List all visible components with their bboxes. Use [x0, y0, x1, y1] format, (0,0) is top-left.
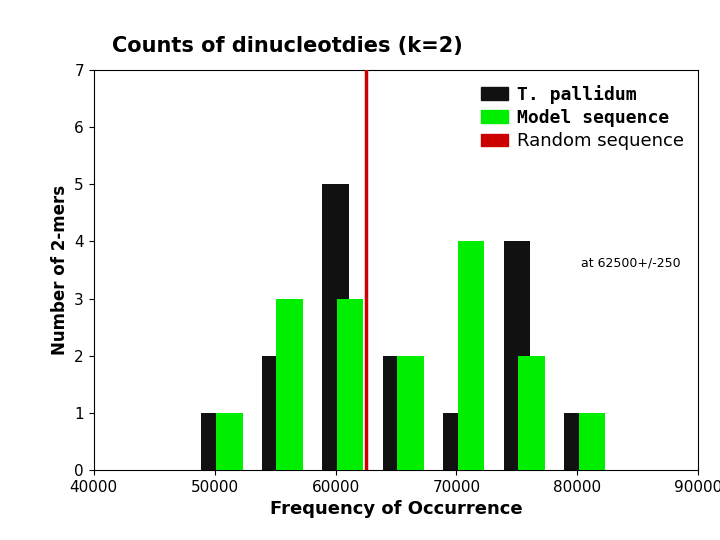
Y-axis label: Number of 2-mers: Number of 2-mers	[50, 185, 68, 355]
Bar	[579, 413, 606, 470]
Bar	[337, 299, 364, 470]
Bar	[397, 356, 424, 470]
Bar	[323, 184, 348, 470]
Bar	[518, 356, 545, 470]
Bar	[276, 299, 303, 470]
Bar	[262, 356, 288, 470]
Text: Counts of dinucleotdies (k=2): Counts of dinucleotdies (k=2)	[112, 36, 462, 56]
Bar	[444, 413, 469, 470]
Bar	[216, 413, 243, 470]
X-axis label: Frequency of Occurrence: Frequency of Occurrence	[270, 500, 522, 518]
Bar	[202, 413, 228, 470]
Bar	[504, 241, 530, 470]
Bar	[564, 413, 590, 470]
Legend: T. pallidum, Model sequence, Random sequence: T. pallidum, Model sequence, Random sequ…	[475, 79, 689, 156]
Bar	[458, 241, 485, 470]
Text: at 62500+/-250: at 62500+/-250	[580, 256, 680, 269]
Bar	[383, 356, 409, 470]
